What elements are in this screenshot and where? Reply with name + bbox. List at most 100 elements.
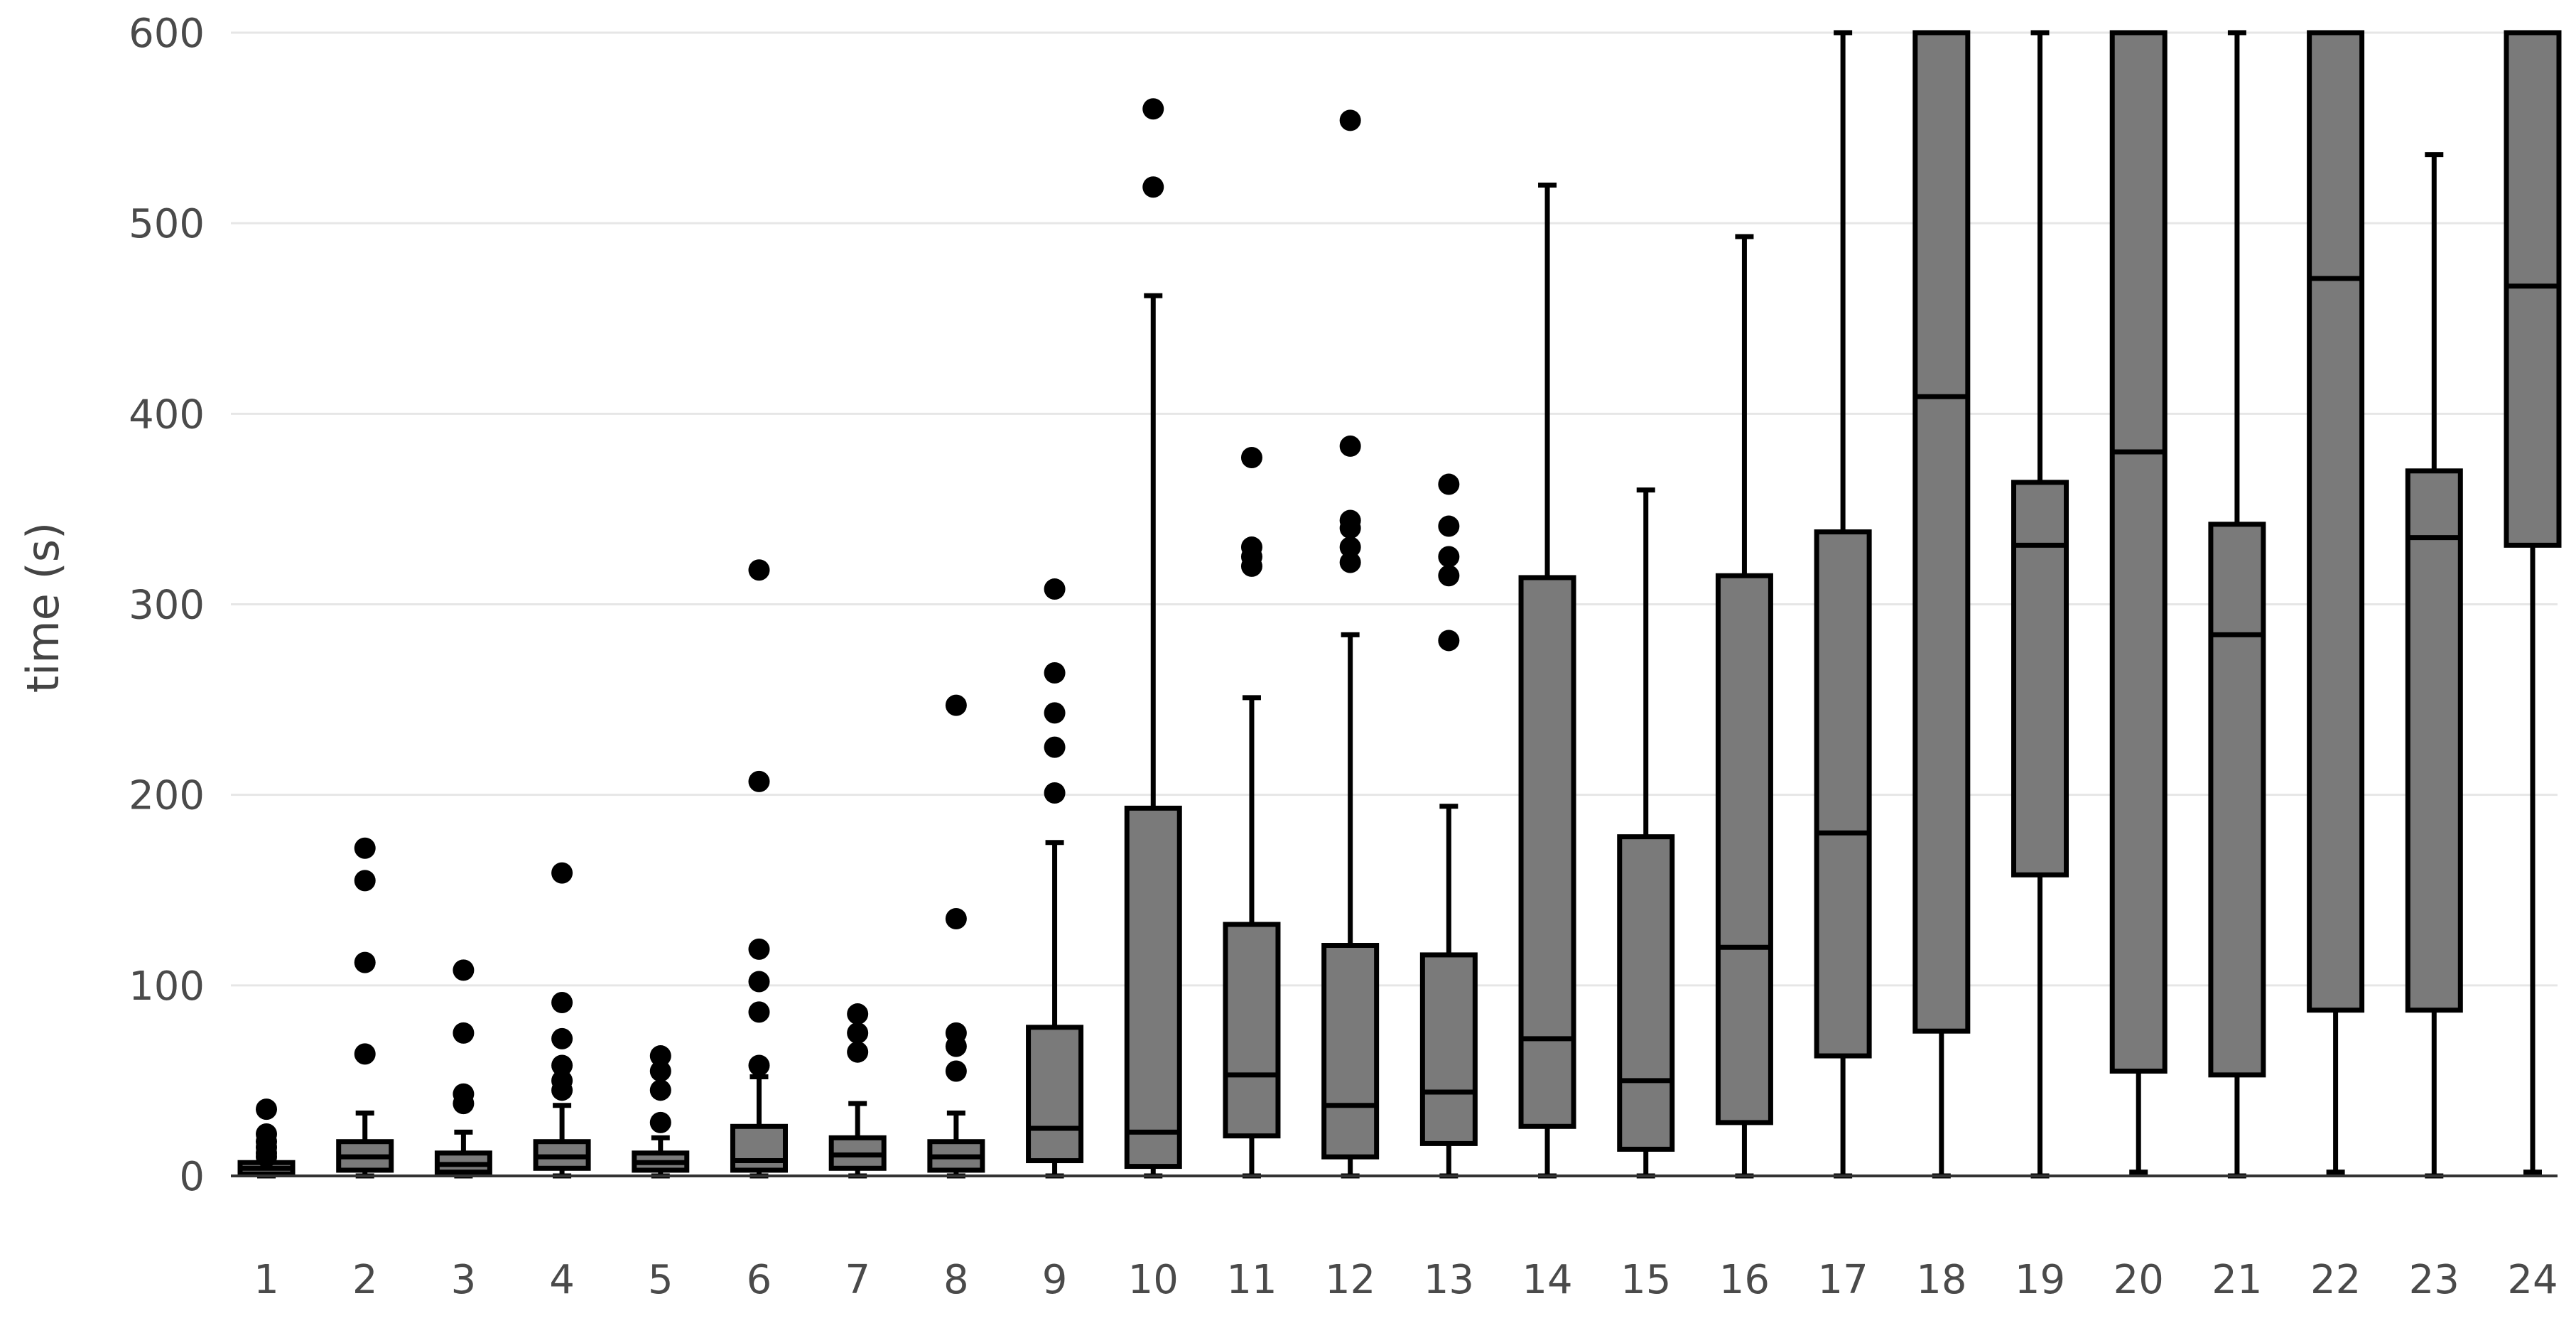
x-tick-label: 19 [2015,1257,2065,1303]
x-tick-label: 5 [648,1257,673,1303]
x-tick-label: 24 [2507,1257,2558,1303]
x-tick-label: 11 [1226,1257,1277,1303]
outlier-point [354,870,376,892]
outlier-point [551,862,573,884]
box-6 [730,559,788,1179]
boxes [237,30,2562,1179]
x-tick-label: 13 [1424,1257,1474,1303]
y-tick-label: 400 [129,392,205,438]
iqr-box [1321,943,1380,1160]
x-axis-tick-labels: 1 2 3 4 5 6 7 8 9 10 11 12 13 14 15 16 17 18 19 20 21 22 23 24 [254,1257,2558,1303]
outlier-point [1044,662,1066,684]
box-3 [434,959,492,1179]
outlier-point [1240,447,1262,469]
outlier-point [551,1079,573,1101]
box-7 [828,1003,887,1179]
iqr-box [1223,922,1281,1139]
x-tick-label: 23 [2409,1257,2459,1303]
outlier-point [748,971,770,993]
iqr-box [1814,529,1872,1059]
x-tick-label: 16 [1719,1257,1770,1303]
y-axis-tick-labels: 0 100 200 300 400 500 600 [129,11,205,1200]
outlier-point [1339,109,1361,131]
box-10 [1124,98,1182,1179]
outlier-point [1142,98,1164,120]
x-tick-label: 18 [1916,1257,1966,1303]
y-axis-title: time (s) [17,522,69,693]
outlier-point [748,770,770,792]
iqr-box [1617,834,1675,1152]
box-19 [2011,30,2069,1179]
outlier-point [551,1027,573,1049]
iqr-box [1912,30,1971,1034]
outlier-point [1438,515,1460,537]
x-tick-label: 20 [2114,1257,2164,1303]
x-tick-label: 7 [845,1257,870,1303]
outlier-point [551,991,573,1013]
outlier-point [649,1060,671,1082]
x-tick-label: 8 [943,1257,969,1303]
x-tick-label: 9 [1042,1257,1068,1303]
x-tick-label: 21 [2212,1257,2262,1303]
outlier-point [1438,473,1460,495]
box-24 [2504,30,2562,1175]
outlier-point [453,1093,475,1115]
outlier-point [256,1146,277,1168]
x-tick-label: 22 [2310,1257,2361,1303]
outlier-point [748,938,770,960]
iqr-box [1124,805,1182,1170]
box-18 [1912,30,1971,1179]
outlier-point [354,951,376,973]
box-4 [533,862,591,1179]
grid-lines [231,31,2558,987]
outlier-point [1339,517,1361,539]
outlier-point [1044,736,1066,758]
outlier-point [453,1022,475,1044]
outlier-point [649,1111,671,1133]
x-tick-label: 6 [747,1257,772,1303]
outlier-point [354,1043,376,1065]
outlier-point [1240,555,1262,577]
y-tick-label: 200 [129,773,205,819]
x-tick-label: 1 [254,1257,279,1303]
outlier-point [945,1035,967,1057]
box-20 [2109,30,2168,1175]
iqr-box [1026,1025,1084,1164]
x-tick-label: 2 [352,1257,378,1303]
outlier-point [847,1022,869,1044]
outlier-point [1438,630,1460,652]
iqr-box [2011,480,2069,878]
iqr-box [1518,575,1576,1129]
iqr-box [2504,30,2562,548]
iqr-box [2307,30,2365,1013]
outlier-point [748,1001,770,1023]
iqr-box [1419,952,1478,1146]
y-tick-label: 500 [129,201,205,247]
box-12 [1321,109,1380,1179]
x-tick-label: 10 [1128,1257,1179,1303]
box-11 [1223,447,1281,1179]
outlier-point [1044,702,1066,724]
outlier-point [649,1079,671,1101]
box-5 [632,1045,690,1179]
x-tick-label: 14 [1522,1257,1572,1303]
outlier-point [453,959,475,981]
y-tick-label: 600 [129,11,205,57]
outlier-point [748,1054,770,1076]
iqr-box [730,1123,788,1173]
box-1 [237,1098,296,1179]
outlier-point [1142,176,1164,198]
x-tick-label: 17 [1817,1257,1868,1303]
outlier-point [1044,578,1066,600]
box-16 [1715,234,1773,1179]
box-15 [1617,487,1675,1179]
y-tick-label: 300 [129,583,205,629]
x-tick-label: 4 [549,1257,575,1303]
y-tick-label: 0 [179,1154,205,1200]
x-tick-label: 3 [451,1257,477,1303]
box-23 [2405,152,2463,1179]
outlier-point [1438,546,1460,568]
outlier-point [945,907,967,929]
y-tick-label: 100 [129,963,205,1010]
